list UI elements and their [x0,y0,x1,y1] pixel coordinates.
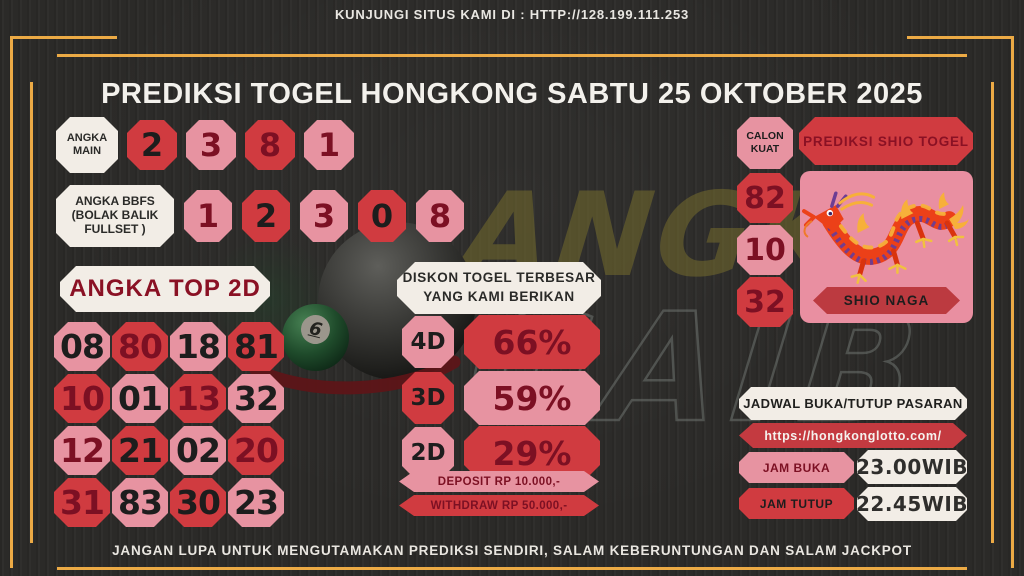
top2d-tile: 08 [54,322,110,371]
top2d-tile: 31 [54,478,110,527]
diskon-label: 4D [402,316,454,368]
angka-main-label-line: ANGKA [66,132,108,145]
calon-kuat-line: KUAT [750,143,780,155]
angka-bbfs-digit: 0 [358,190,406,242]
market-url-link[interactable]: https://hongkonglotto.com/ [739,423,967,448]
jam-buka-value: 23.00WIB [857,450,967,484]
top2d-tile: 81 [228,322,284,371]
angka-bbfs-label-line: FULLSET ) [84,221,146,236]
diskon-row-4d: 4D 66% [402,315,600,369]
angka-bbfs-digit: 2 [242,190,290,242]
top2d-tile: 23 [228,478,284,527]
angka-bbfs-digit: 1 [184,190,232,242]
six-ball-icon: 6 [282,304,349,371]
angka-main-label-line: MAIN [72,145,102,157]
top2d-tile: 30 [170,478,226,527]
calon-kuat-line: CALON [746,130,784,143]
diskon-row-3d: 3D 59% [402,371,600,425]
deposit-banner: DEPOSIT RP 10.000,- [399,471,599,492]
calon-kuat-number: 32 [737,277,793,327]
jadwal-banner: JADWAL BUKA/TUTUP PASARAN [739,387,967,420]
angka-main-digit: 3 [186,120,236,170]
angka-bbfs-label: ANGKA BBFS (BOLAK BALIK FULLSET ) [56,185,174,247]
diskon-value: 66% [464,315,600,369]
footer-text: JANGAN LUPA UNTUK MENGUTAMAKAN PREDIKSI … [112,543,912,558]
diskon-value: 59% [464,371,600,425]
top2d-tile: 20 [228,426,284,475]
calon-kuat-label: CALON KUAT [737,117,793,169]
jam-tutup-value: 22.45WIB [857,487,967,521]
angka-bbfs-digit: 8 [416,190,464,242]
withdraw-banner: WITHDRAW RP 50.000,- [399,495,599,516]
diskon-banner: DISKON TOGEL TERBESAR YANG KAMI BERIKAN [397,262,601,314]
top2d-tile: 83 [112,478,168,527]
angka-main-section: ANGKA MAIN 2 3 8 1 [56,117,354,173]
top2d-tile: 12 [54,426,110,475]
angka-main-digit: 1 [304,120,354,170]
angka-main-digit: 2 [127,120,177,170]
top2d-tile: 21 [112,426,168,475]
top2d-tile: 13 [170,374,226,423]
angka-main-label: ANGKA MAIN [56,117,118,173]
angka-bbfs-label-line: ANGKA BBFS [75,194,155,209]
top2d-tile: 10 [54,374,110,423]
calon-kuat-number: 82 [737,173,793,223]
diskon-banner-line: YANG KAMI BERIKAN [423,289,575,304]
jam-tutup-label: JAM TUTUP [739,488,854,519]
angka-bbfs-section: ANGKA BBFS (BOLAK BALIK FULLSET ) 1 2 3 … [56,185,464,247]
angka-bbfs-digit: 3 [300,190,348,242]
angka-top2d-grid: 08 80 18 81 10 01 13 32 12 21 02 20 31 8… [54,322,286,530]
diskon-banner-line: DISKON TOGEL TERBESAR [402,270,596,286]
diskon-label: 3D [402,372,454,424]
site-url-text: KUNJUNGI SITUS KAMI DI : HTTP://128.199.… [334,7,690,22]
shio-name-banner: SHIO NAGA [813,287,960,314]
page-title: PREDIKSI TOGEL HONGKONG SABTU 25 OKTOBER… [101,78,923,110]
shio-title-banner: PREDIKSI SHIO TOGEL [799,117,973,165]
top2d-tile: 80 [112,322,168,371]
top2d-tile: 32 [228,374,284,423]
angka-main-digit: 8 [245,120,295,170]
calon-kuat-number: 10 [737,225,793,275]
angka-bbfs-label-line: (BOLAK BALIK [71,208,159,223]
dragon-illustration [802,191,970,284]
jam-buka-label: JAM BUKA [739,452,854,483]
angka-top2d-banner: ANGKA TOP 2D [60,266,270,312]
diskon-label: 2D [402,427,454,479]
top2d-tile: 02 [170,426,226,475]
shio-card: SHIO NAGA [800,171,973,323]
top2d-tile: 01 [112,374,168,423]
top2d-tile: 18 [170,322,226,371]
